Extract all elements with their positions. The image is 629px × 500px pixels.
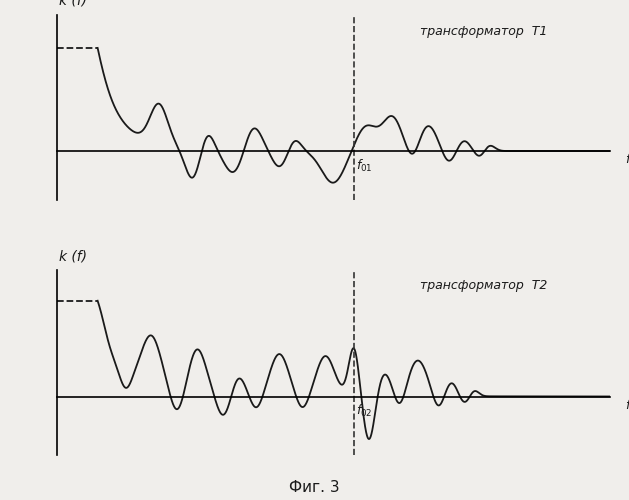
Text: Фиг. 3: Фиг. 3 — [289, 480, 340, 495]
Text: f, Гц: f, Гц — [625, 398, 629, 411]
Text: k (f): k (f) — [59, 250, 87, 264]
Text: $f_{02}$: $f_{02}$ — [357, 403, 373, 419]
Text: f, Гц: f, Гц — [625, 152, 629, 166]
Text: трансформатор  T2: трансформатор T2 — [421, 280, 548, 292]
Text: трансформатор  T1: трансформатор T1 — [421, 25, 548, 38]
Text: $f_{01}$: $f_{01}$ — [357, 158, 373, 174]
Text: k (f): k (f) — [59, 0, 87, 8]
